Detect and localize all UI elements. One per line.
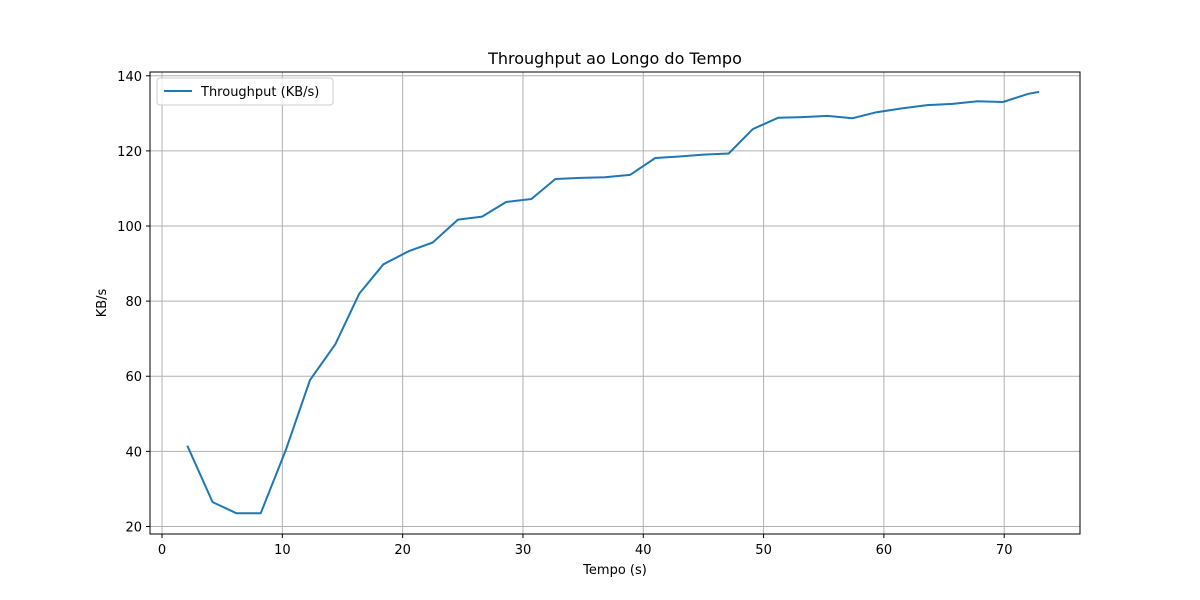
y-tick-label: 100 (117, 220, 142, 235)
series-line-0 (186, 90, 1040, 515)
grid-lines (150, 72, 1080, 534)
chart-title: Throughput ao Longo do Tempo (487, 49, 742, 68)
x-axis-label: Tempo (s) (582, 563, 647, 578)
x-tick-label: 50 (755, 543, 772, 558)
plot-frame (149, 71, 1081, 535)
legend: Throughput (KB/s) (156, 77, 334, 106)
x-axis-ticks: 0 10 20 30 40 50 60 70 (158, 534, 1013, 558)
legend-label: Throughput (KB/s) (200, 85, 319, 100)
x-tick-label: 20 (394, 543, 411, 558)
legend-box (156, 77, 334, 106)
x-tick-label: 0 (158, 543, 166, 558)
x-tick-label: 60 (876, 543, 893, 558)
series-layer (186, 90, 1040, 515)
y-tick-label: 60 (125, 370, 142, 385)
y-tick-label: 20 (125, 520, 142, 535)
y-axis-ticks: 20 40 60 80 100 120 140 (117, 70, 150, 535)
plot-background (150, 72, 1080, 534)
y-tick-label: 140 (117, 70, 142, 85)
y-tick-label: 40 (125, 445, 142, 460)
y-axis-label: KB/s (95, 288, 110, 317)
y-tick-label: 120 (117, 145, 142, 160)
x-tick-label: 30 (515, 543, 532, 558)
x-tick-label: 70 (996, 543, 1013, 558)
y-tick-label: 80 (125, 295, 142, 310)
x-tick-label: 10 (274, 543, 291, 558)
x-tick-label: 40 (635, 543, 652, 558)
